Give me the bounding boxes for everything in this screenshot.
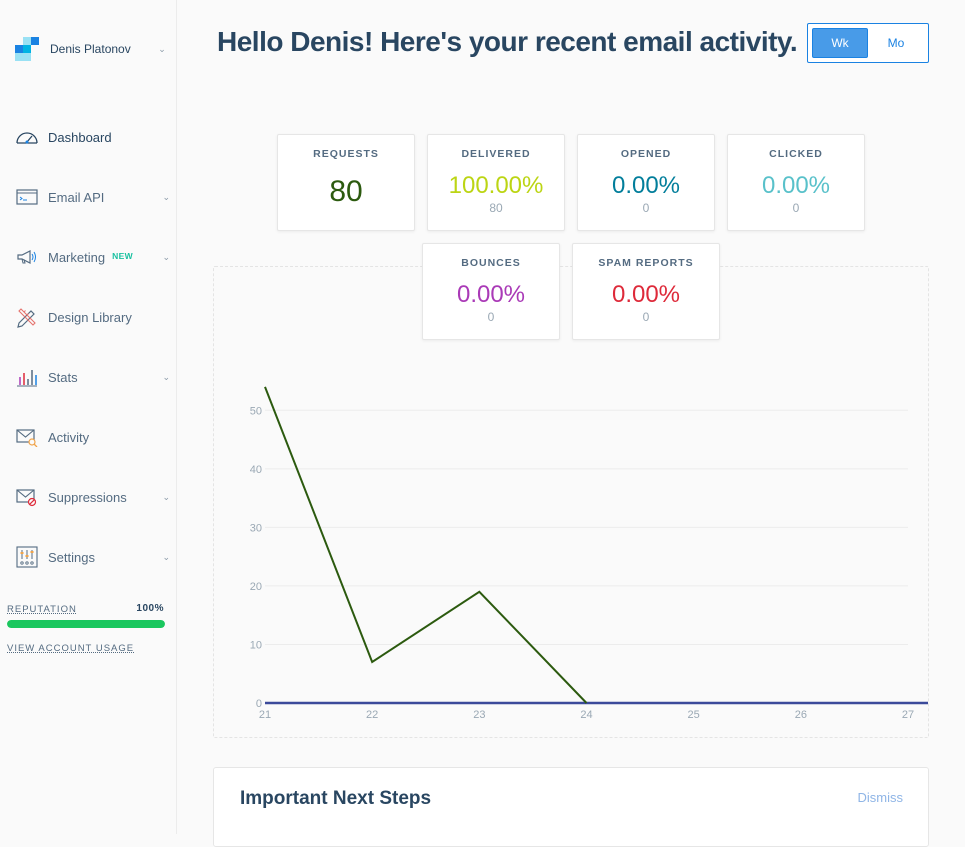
x-tick-label: 21 xyxy=(259,709,271,721)
activity-line-chart: 0 10 20 30 40 50 21 22 23 24 25 26 27 xyxy=(250,386,928,721)
stat-card-bounces[interactable]: BOUNCES 0.00% 0 xyxy=(422,243,560,340)
next-steps-title: Important Next Steps xyxy=(240,788,432,809)
sidebar-item-suppressions[interactable]: Suppressions ⌄ xyxy=(15,484,170,510)
chevron-down-icon: ⌄ xyxy=(162,192,170,202)
reputation-value: 100% xyxy=(136,603,164,614)
stat-title: OPENED xyxy=(620,148,672,160)
stat-count: 0 xyxy=(792,201,800,215)
stat-card-clicked[interactable]: CLICKED 0.00% 0 xyxy=(727,134,865,231)
reputation-label: REPUTATION xyxy=(7,604,77,615)
stat-title: CLICKED xyxy=(769,148,823,160)
sidebar-item-stats[interactable]: Stats ⌄ xyxy=(15,364,170,390)
stat-card-opened[interactable]: OPENED 0.00% 0 xyxy=(577,134,715,231)
stat-count: 0 xyxy=(642,201,650,215)
new-badge: NEW xyxy=(112,250,134,261)
month-toggle-button[interactable]: Mo xyxy=(887,36,905,50)
design-pencil-ruler-icon xyxy=(15,305,39,329)
sidebar-item-label: Design Library xyxy=(48,309,132,325)
y-tick-label: 20 xyxy=(250,581,262,593)
x-tick-label: 22 xyxy=(366,709,378,721)
sidebar-item-label: Marketing xyxy=(48,249,106,265)
sidebar-item-activity[interactable]: Activity xyxy=(15,424,170,450)
stat-card-spam-reports[interactable]: SPAM REPORTS 0.00% 0 xyxy=(572,243,720,340)
chevron-down-icon: ⌄ xyxy=(162,492,170,502)
account-switcher[interactable]: Denis Platonov ⌄ xyxy=(15,36,167,62)
series-line-requests xyxy=(264,386,588,704)
x-tick-label: 27 xyxy=(902,709,914,721)
sidebar: Denis Platonov ⌄ Dashboard Email API ⌄ M… xyxy=(0,0,177,834)
stat-count: 0 xyxy=(487,310,495,324)
x-tick-label: 24 xyxy=(580,709,592,721)
sidebar-item-settings[interactable]: Settings ⌄ xyxy=(15,544,170,570)
stat-title: REQUESTS xyxy=(313,148,379,160)
stat-value: 0.00% xyxy=(761,172,831,199)
activity-chart-panel: 0 10 20 30 40 50 21 22 23 24 25 26 27 xyxy=(213,266,929,738)
y-tick-label: 10 xyxy=(250,639,262,651)
stat-value: 80 xyxy=(329,175,363,208)
account-name: Denis Platonov xyxy=(50,42,131,56)
stat-count: 0 xyxy=(642,310,650,324)
sidebar-item-label: Activity xyxy=(48,429,90,445)
period-toggle: Wk Mo xyxy=(807,23,929,63)
stat-value: 0.00% xyxy=(456,281,526,308)
y-tick-label: 0 xyxy=(256,698,262,710)
stat-count: 80 xyxy=(489,201,503,215)
y-tick-label: 30 xyxy=(250,522,262,534)
week-toggle-button[interactable]: Wk xyxy=(812,28,868,58)
stat-value: 100.00% xyxy=(448,172,544,199)
sidebar-item-label: Dashboard xyxy=(48,129,112,145)
sidebar-item-label: Settings xyxy=(48,549,95,565)
reputation-bar xyxy=(7,620,165,628)
sidebar-item-label: Email API xyxy=(48,189,105,205)
stat-title: SPAM REPORTS xyxy=(598,257,694,269)
marketing-megaphone-icon xyxy=(15,245,39,269)
stat-value: 0.00% xyxy=(611,172,681,199)
view-account-usage-link[interactable]: VIEW ACCOUNT USAGE xyxy=(7,643,135,654)
stat-card-requests[interactable]: REQUESTS 80 xyxy=(277,134,415,231)
sidebar-item-design-library[interactable]: Design Library xyxy=(15,304,170,330)
y-tick-label: 50 xyxy=(250,405,262,417)
suppressions-envelope-block-icon xyxy=(15,485,39,509)
sendgrid-logo-icon xyxy=(15,37,39,61)
sidebar-item-label: Suppressions xyxy=(48,489,127,505)
sidebar-item-email-api[interactable]: Email API ⌄ xyxy=(15,184,170,210)
chevron-down-icon: ⌄ xyxy=(162,252,170,262)
activity-envelope-search-icon xyxy=(15,425,39,449)
sidebar-item-marketing[interactable]: Marketing NEW ⌄ xyxy=(15,244,170,270)
chevron-down-icon: ⌄ xyxy=(162,372,170,382)
dashboard-gauge-icon xyxy=(15,125,39,149)
page-title: Hello Denis! Here's your recent email ac… xyxy=(217,26,798,57)
stat-title: DELIVERED xyxy=(461,148,531,160)
email-api-terminal-icon xyxy=(15,185,39,209)
main-content: Hello Denis! Here's your recent email ac… xyxy=(177,0,965,847)
sidebar-item-label: Stats xyxy=(48,369,78,385)
sidebar-item-dashboard[interactable]: Dashboard xyxy=(15,124,170,150)
chevron-down-icon: ⌄ xyxy=(162,552,170,562)
dismiss-link[interactable]: Dismiss xyxy=(857,790,904,805)
x-tick-label: 26 xyxy=(795,709,807,721)
next-steps-card: Important Next Steps Dismiss xyxy=(213,767,929,847)
chevron-down-icon: ⌄ xyxy=(158,44,166,54)
stat-value: 0.00% xyxy=(611,281,681,308)
x-tick-label: 25 xyxy=(688,709,700,721)
stats-bar-chart-icon xyxy=(15,365,39,389)
stat-title: BOUNCES xyxy=(461,257,521,269)
reputation-bar-fill xyxy=(7,620,165,628)
x-tick-label: 23 xyxy=(473,709,485,721)
stat-card-delivered[interactable]: DELIVERED 100.00% 80 xyxy=(427,134,565,231)
settings-sliders-icon xyxy=(15,545,39,569)
y-tick-label: 40 xyxy=(250,464,262,476)
